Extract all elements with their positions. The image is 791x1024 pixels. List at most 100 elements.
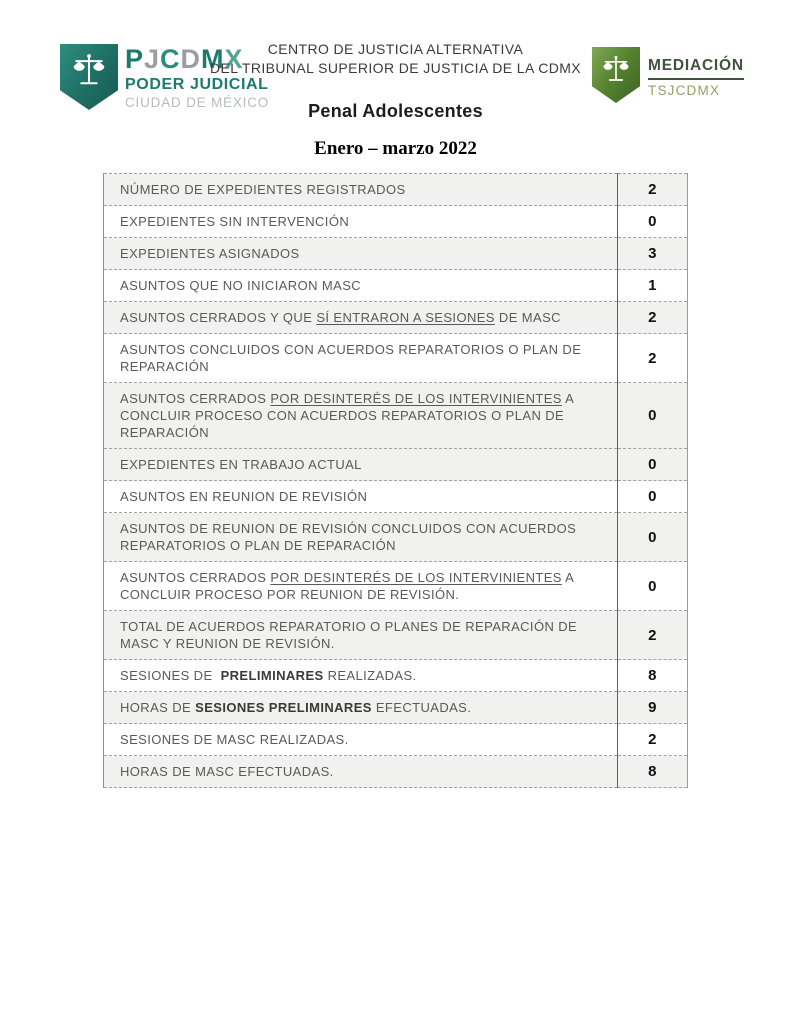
label-text: DE MASC — [494, 310, 561, 325]
mediacion-label: MEDIACIÓN — [648, 57, 744, 80]
tsjcdmx-label: TSJCDMX — [648, 83, 721, 98]
label-text: SESIONES DE MASC REALIZADAS. — [120, 732, 349, 747]
label-text: REALIZADAS. — [323, 668, 417, 683]
row-value: 9 — [617, 691, 688, 724]
page-title: Penal Adolescentes — [308, 101, 483, 121]
pjcdmx-acronym: PJCDMX — [125, 46, 269, 73]
row-label: SESIONES DE PRELIMINARES REALIZADAS. — [103, 659, 618, 692]
table-row: ASUNTOS CERRADOS POR DESINTERÉS DE LOS I… — [103, 561, 688, 611]
table-row: NÚMERO DE EXPEDIENTES REGISTRADOS 2 — [103, 173, 688, 206]
row-value: 2 — [617, 301, 688, 334]
acronym-letter: M — [201, 44, 225, 74]
row-label: ASUNTOS CONCLUIDOS CON ACUERDOS REPARATO… — [103, 333, 618, 383]
bold-phrase: SESIONES PRELIMINARES — [195, 700, 372, 715]
mediacion-logo: MEDIACIÓN TSJCDMX — [592, 47, 744, 103]
label-text: SESIONES DE — [120, 668, 221, 683]
poder-judicial-label: PODER JUDICIAL — [125, 76, 269, 93]
label-text: ASUNTOS CERRADOS Y QUE — [120, 310, 317, 325]
row-value: 2 — [617, 610, 688, 660]
label-text: HORAS DE MASC EFECTUADAS. — [120, 764, 334, 779]
label-text: ASUNTOS DE REUNION DE REVISIÓN CONCLUIDO… — [120, 521, 581, 553]
label-text: EXPEDIENTES SIN INTERVENCIÓN — [120, 214, 350, 229]
mediacion-logo-text: MEDIACIÓN TSJCDMX — [648, 57, 744, 98]
pjcdmx-shield — [60, 44, 118, 110]
row-label: EXPEDIENTES EN TRABAJO ACTUAL — [103, 448, 618, 481]
row-value: 2 — [617, 173, 688, 206]
table-row: SESIONES DE MASC REALIZADAS. 2 — [103, 723, 688, 756]
acronym-letter: J — [144, 44, 161, 74]
table-row: SESIONES DE PRELIMINARES REALIZADAS. 8 — [103, 659, 688, 692]
table-row: ASUNTOS DE REUNION DE REVISIÓN CONCLUIDO… — [103, 512, 688, 562]
stats-table-body: NÚMERO DE EXPEDIENTES REGISTRADOS 2 EXPEDI… — [103, 173, 688, 788]
table-row: TOTAL DE ACUERDOS REPARATORIO O PLANES D… — [103, 610, 688, 660]
pjcdmx-logo-text: PJCDMX PODER JUDICIAL CIUDAD DE MÉXICO — [125, 44, 269, 110]
underlined-phrase: POR DESINTERÉS DE LOS INTERVINIENTES — [270, 570, 562, 585]
row-label: ASUNTOS CERRADOS POR DESINTERÉS DE LOS I… — [103, 382, 618, 449]
table-row: ASUNTOS CONCLUIDOS CON ACUERDOS REPARATO… — [103, 333, 688, 383]
table-row: ASUNTOS EN REUNION DE REVISIÓN 0 — [103, 480, 688, 513]
label-text: NÚMERO DE EXPEDIENTES REGISTRADOS — [120, 182, 406, 197]
row-value: 0 — [617, 512, 688, 562]
acronym-letter: C — [160, 44, 181, 74]
label-text: A CONCLUIR PROCESO CON ACUERDOS REPARATO… — [120, 391, 578, 440]
label-text: ASUNTOS CONCLUIDOS CON ACUERDOS REPARATO… — [120, 342, 586, 374]
row-label: NÚMERO DE EXPEDIENTES REGISTRADOS — [103, 173, 618, 206]
pjcdmx-logo: PJCDMX PODER JUDICIAL CIUDAD DE MÉXICO — [60, 44, 269, 110]
row-label: ASUNTOS CERRADOS POR DESINTERÉS DE LOS I… — [103, 561, 618, 611]
label-text: ASUNTOS CERRADOS — [120, 391, 271, 406]
label-text: ASUNTOS EN REUNION DE REVISIÓN — [120, 489, 368, 504]
table-row: EXPEDIENTES ASIGNADOS 3 — [103, 237, 688, 270]
row-label: EXPEDIENTES ASIGNADOS — [103, 237, 618, 270]
org-line-2: DEL TRIBUNAL SUPERIOR DE JUSTICIA DE LA … — [209, 60, 582, 76]
stats-table: NÚMERO DE EXPEDIENTES REGISTRADOS 2 EXPEDI… — [103, 173, 688, 788]
row-label: HORAS DE SESIONES PRELIMINARES EFECTUADA… — [103, 691, 618, 724]
label-text: TOTAL DE ACUERDOS REPARATORIO O PLANES D… — [120, 619, 582, 651]
row-value: 3 — [617, 237, 688, 270]
row-value: 2 — [617, 333, 688, 383]
row-value: 1 — [617, 269, 688, 302]
scales-of-justice-icon — [602, 53, 630, 90]
label-text: A CONCLUIR PROCESO POR REUNION DE REVISI… — [120, 570, 578, 602]
row-label: ASUNTOS EN REUNION DE REVISIÓN — [103, 480, 618, 513]
row-label: ASUNTOS CERRADOS Y QUE SÍ ENTRARON A SES… — [103, 301, 618, 334]
row-label: EXPEDIENTES SIN INTERVENCIÓN — [103, 205, 618, 238]
period-subtitle: Enero – marzo 2022 — [314, 138, 477, 159]
row-value: 8 — [617, 659, 688, 692]
org-title-block: CENTRO DE JUSTICIA ALTERNATIVA DEL TRIBU… — [0, 40, 791, 78]
label-text: ASUNTOS QUE NO INICIARON MASC — [120, 278, 362, 293]
row-value: 0 — [617, 561, 688, 611]
underlined-phrase: POR DESINTERÉS DE LOS INTERVINIENTES — [270, 391, 562, 406]
label-text: EFECTUADAS. — [371, 700, 472, 715]
row-label: TOTAL DE ACUERDOS REPARATORIO O PLANES D… — [103, 610, 618, 660]
ciudad-de-mexico-label: CIUDAD DE MÉXICO — [125, 95, 270, 110]
row-value: 0 — [617, 448, 688, 481]
table-row: HORAS DE MASC EFECTUADAS. 8 — [103, 755, 688, 788]
row-value: 2 — [617, 723, 688, 756]
table-row: HORAS DE SESIONES PRELIMINARES EFECTUADA… — [103, 691, 688, 724]
label-text: HORAS DE — [120, 700, 196, 715]
row-label: HORAS DE MASC EFECTUADAS. — [103, 755, 618, 788]
table-row: ASUNTOS QUE NO INICIARON MASC 1 — [103, 269, 688, 302]
scales-of-justice-icon — [72, 52, 106, 95]
row-label: ASUNTOS QUE NO INICIARON MASC — [103, 269, 618, 302]
label-text: EXPEDIENTES ASIGNADOS — [120, 246, 300, 261]
org-line-1: CENTRO DE JUSTICIA ALTERNATIVA — [267, 41, 524, 57]
row-value: 0 — [617, 205, 688, 238]
table-row: ASUNTOS CERRADOS Y QUE SÍ ENTRARON A SES… — [103, 301, 688, 334]
acronym-letter: P — [125, 44, 145, 74]
table-row: EXPEDIENTES EN TRABAJO ACTUAL 0 — [103, 448, 688, 481]
table-row: ASUNTOS CERRADOS POR DESINTERÉS DE LOS I… — [103, 382, 688, 449]
underlined-phrase: SÍ ENTRARON A SESIONES — [316, 310, 495, 325]
label-text: ASUNTOS CERRADOS — [120, 570, 271, 585]
acronym-letter: X — [224, 44, 244, 74]
row-value: 8 — [617, 755, 688, 788]
row-value: 0 — [617, 480, 688, 513]
row-value: 0 — [617, 382, 688, 449]
acronym-letter: D — [180, 44, 202, 74]
label-text: EXPEDIENTES EN TRABAJO ACTUAL — [120, 457, 362, 472]
table-row: EXPEDIENTES SIN INTERVENCIÓN 0 — [103, 205, 688, 238]
bold-phrase: PRELIMINARES — [220, 668, 324, 683]
row-label: SESIONES DE MASC REALIZADAS. — [103, 723, 618, 756]
mediacion-shield — [592, 47, 640, 103]
